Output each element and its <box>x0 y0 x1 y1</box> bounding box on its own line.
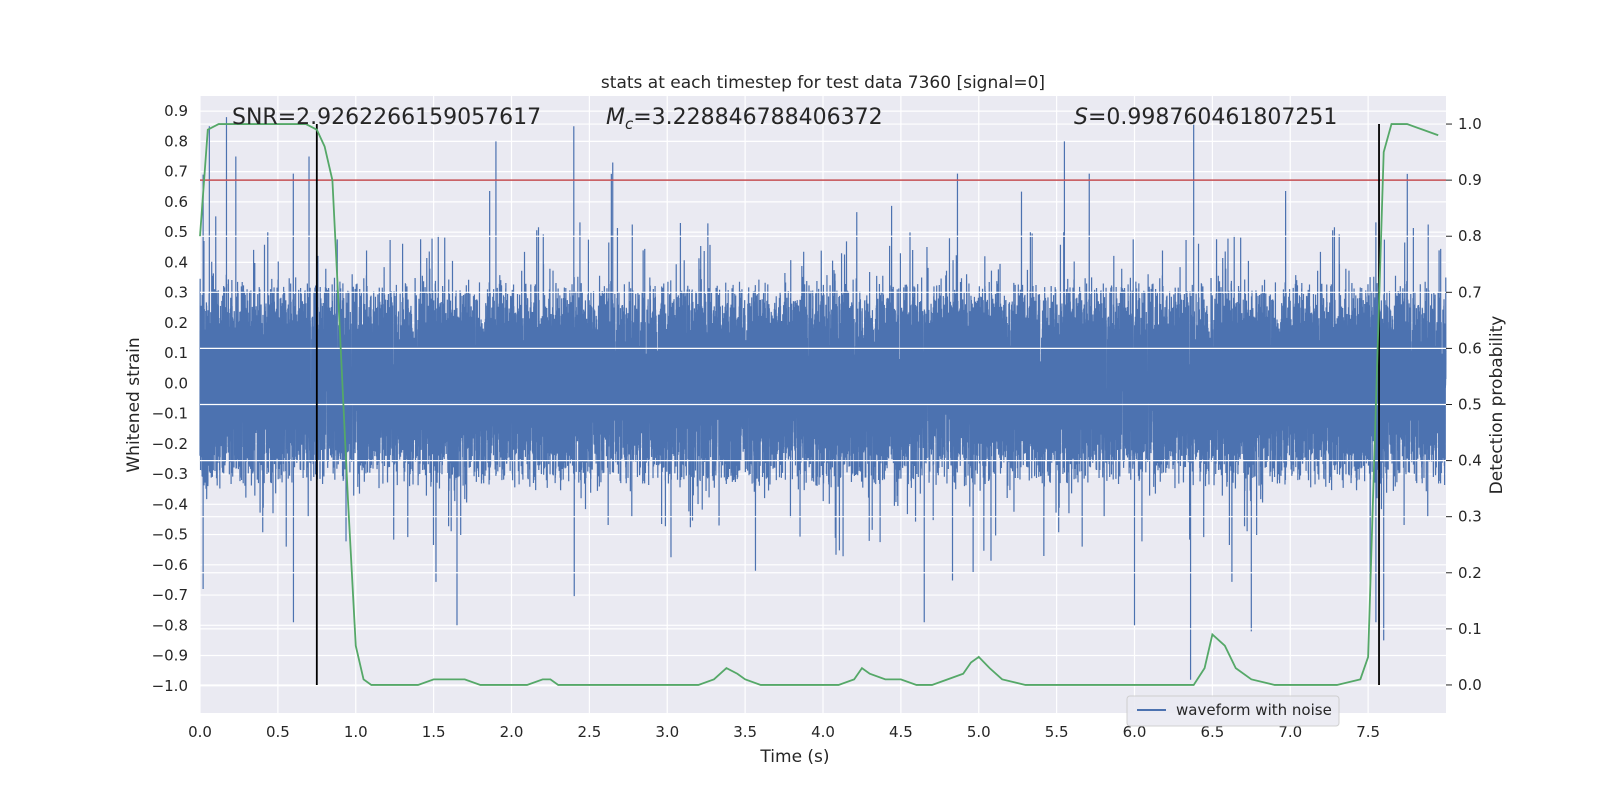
y-tick-label: −0.4 <box>152 495 188 513</box>
x-tick-labels: 0.0 0.5 1.0 1.5 2.0 2.5 3.0 3.5 4.0 4.5 5.0 5.5 6.0 6… <box>188 723 1380 741</box>
y-tick-label: 0.6 <box>164 193 188 211</box>
y2-tick-label: 0.7 <box>1458 283 1482 301</box>
y2-tick-label: 0.8 <box>1458 227 1482 245</box>
mc-subscript: c <box>625 115 634 133</box>
waveform-line <box>199 117 1447 680</box>
s-symbol: S <box>1074 105 1088 130</box>
x-axis-label: Time (s) <box>759 747 829 767</box>
chirp-mass-stat: Mc=3.228846788406372 <box>606 105 883 133</box>
legend-label: waveform with noise <box>1176 701 1332 719</box>
y2-tick-label: 0.9 <box>1458 171 1482 189</box>
x-tick-label: 2.0 <box>500 723 524 741</box>
y-tick-label: 0.7 <box>164 163 188 181</box>
mc-value: =3.228846788406372 <box>633 105 882 130</box>
mc-symbol: M <box>606 105 625 130</box>
detection-probability-line <box>199 123 1439 686</box>
x-tick-label: 2.5 <box>577 723 601 741</box>
y-tick-label: 0.4 <box>164 253 188 271</box>
y-tick-label: −1.0 <box>152 677 188 695</box>
x-tick-label: 4.5 <box>889 723 913 741</box>
x-tick-label: 5.5 <box>1045 723 1069 741</box>
y2-tick-label: 0.6 <box>1458 339 1482 357</box>
x-tick-label: 1.5 <box>422 723 446 741</box>
x-tick-label: 1.0 <box>344 723 368 741</box>
y2-tick-labels: 1.0 0.9 0.8 0.7 0.6 0.5 0.4 0.3 0.2 0.1 0.0 <box>1446 115 1482 694</box>
y-tick-label: −0.8 <box>152 616 188 634</box>
x-tick-label: 3.0 <box>655 723 679 741</box>
y-tick-label: −0.6 <box>152 556 188 574</box>
y-tick-label: −0.5 <box>152 526 188 544</box>
y-tick-label: −0.3 <box>152 465 188 483</box>
y2-tick-label: 0.3 <box>1458 508 1482 526</box>
y-tick-labels: 0.9 0.8 0.7 0.6 0.5 0.4 0.3 0.2 0.1 0.0 −0.1 −0.2 −0… <box>152 102 188 695</box>
legend-box <box>1126 695 1340 727</box>
y-axis-label: Whitened strain <box>124 337 144 472</box>
y2-tick-label: 1.0 <box>1458 115 1482 133</box>
y-tick-label: 0.8 <box>164 132 188 150</box>
x-tick-label: 3.5 <box>733 723 757 741</box>
y-tick-label: 0.9 <box>164 102 188 120</box>
y-tick-label: 0.2 <box>164 314 188 332</box>
y2-tick-label: 0.4 <box>1458 452 1482 470</box>
snr-stat: SNR=2.9262266159057617 <box>232 105 541 130</box>
y-tick-label: 0.0 <box>164 374 188 392</box>
x-tick-label: 4.0 <box>811 723 835 741</box>
y2-tick-label: 0.0 <box>1458 676 1482 694</box>
x-tick-label: 6.0 <box>1123 723 1147 741</box>
y2-tick-label: 0.5 <box>1458 396 1482 414</box>
y-tick-label: −0.1 <box>152 405 188 423</box>
y2-tick-label: 0.2 <box>1458 564 1482 582</box>
y-tick-label: −0.2 <box>152 435 188 453</box>
x-tick-label: 0.0 <box>188 723 212 741</box>
s-stat: S=0.998760461807251 <box>1074 105 1337 130</box>
chart-title: stats at each timestep for test data 736… <box>601 73 1045 93</box>
y2-axis-label: Detection probability <box>1487 316 1507 495</box>
y-tick-label: 0.1 <box>164 344 188 362</box>
vertical-markers <box>315 124 1380 685</box>
y-tick-label: −0.7 <box>152 586 188 604</box>
y-tick-label: 0.5 <box>164 223 188 241</box>
x-tick-label: 5.0 <box>967 723 991 741</box>
legend: waveform with noise <box>1126 695 1340 727</box>
waveform-series <box>199 117 1447 680</box>
x-tick-label: 7.5 <box>1356 723 1380 741</box>
x-tick-label: 6.5 <box>1200 723 1224 741</box>
x-tick-label: 7.0 <box>1278 723 1302 741</box>
y-tick-label: −0.9 <box>152 647 188 665</box>
y2-tick-label: 0.1 <box>1458 620 1482 638</box>
y-tick-label: 0.3 <box>164 284 188 302</box>
x-tick-label: 0.5 <box>266 723 290 741</box>
s-value: =0.998760461807251 <box>1088 105 1337 130</box>
